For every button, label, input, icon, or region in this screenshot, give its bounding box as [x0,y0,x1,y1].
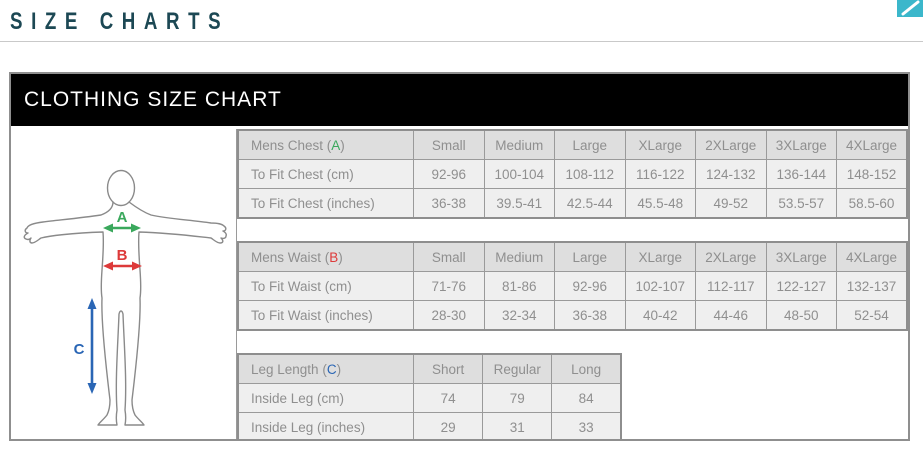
row-label: To Fit Waist (cm) [237,271,414,301]
size-column-header: XLarge [624,129,696,160]
measure-key-letter: A [331,137,341,153]
row-label: To Fit Chest (cm) [237,159,414,189]
size-value: 33 [551,412,622,439]
size-value: 48-50 [765,300,837,331]
table-mens-waist: Mens Waist (B) Small Medium Large XLarge 2XLa… [237,241,908,331]
size-value: 132-137 [836,271,908,301]
size-value: 58.5-60 [836,188,908,219]
table-row: To Fit Chest (inches) 36-38 39.5-41 42.5-44… [237,188,908,219]
size-value: 108-112 [554,159,626,189]
size-value: 29 [412,412,484,439]
size-column-header: Large [554,241,626,272]
table-gap [237,331,908,353]
corner-arrow-icon[interactable] [897,0,923,17]
size-column-header: Small [413,129,485,160]
size-column-header: 4XLarge [836,241,908,272]
size-value: 148-152 [836,159,908,189]
size-value: 32-34 [483,300,555,331]
size-value: 124-132 [695,159,767,189]
size-column-header: 4XLarge [836,129,908,160]
panel-header-label: CLOTHING SIZE CHART [24,88,282,111]
corner-arrow-glyph [901,0,920,16]
title-divider [0,41,923,42]
size-column-header: Large [554,129,626,160]
row-label: Inside Leg (inches) [237,412,414,439]
size-value: 74 [412,383,484,413]
size-value: 92-96 [554,271,626,301]
size-value: 44-46 [695,300,767,331]
row-label: Inside Leg (cm) [237,383,414,413]
figure-head [106,169,136,207]
size-column-header: XLarge [624,241,696,272]
size-value: 136-144 [765,159,837,189]
table-gap [237,219,908,241]
size-value: 116-122 [624,159,696,189]
size-value: 28-30 [413,300,485,331]
panel-header: CLOTHING SIZE CHART [11,74,908,126]
measure-key-letter: C [326,361,337,377]
size-value: 102-107 [624,271,696,301]
size-tables: Mens Chest (A) Small Medium Large XLarge 2XLa… [236,129,908,439]
row-label: To Fit Waist (inches) [237,300,414,331]
size-value: 112-117 [695,271,767,301]
leg-label: C [74,341,85,358]
size-column-header: Medium [483,241,555,272]
table-title: Mens Waist (B) [237,241,414,272]
chest-measure-arrow: A [103,209,141,233]
size-value: 42.5-44 [554,188,626,219]
size-value: 81-86 [483,271,555,301]
waist-label: B [117,247,128,264]
table-row: Inside Leg (cm) 74 79 84 [237,383,622,413]
size-column-header: Medium [483,129,555,160]
table-header-row: Leg Length (C) Short Regular Long [237,353,622,384]
table-mens-chest: Mens Chest (A) Small Medium Large XLarge 2XLa… [237,129,908,219]
figure-body-outline [23,201,227,426]
size-column-header: 3XLarge [765,129,837,160]
size-value: 122-127 [765,271,837,301]
table-row: Inside Leg (inches) 29 31 33 [237,412,622,439]
leg-measure-arrow: C [74,298,97,394]
table-header-row: Mens Waist (B) Small Medium Large XLarge 2XLa… [237,241,908,272]
size-column-header: Short [412,353,484,384]
size-value: 92-96 [413,159,485,189]
table-header-row: Mens Chest (A) Small Medium Large XLarge 2XLa… [237,129,908,160]
table-title: Mens Chest (A) [237,129,414,160]
size-value: 36-38 [413,188,485,219]
size-value: 39.5-41 [483,188,555,219]
waist-measure-arrow: B [103,247,142,271]
size-value: 79 [482,383,553,413]
table-row: To Fit Chest (cm) 92-96 100-104 108-112 116-… [237,159,908,189]
size-column-header: 2XLarge [695,129,767,160]
row-label: To Fit Chest (inches) [237,188,414,219]
clothing-size-chart-panel: CLOTHING SIZE CHART A B C [9,72,910,441]
size-value: 53.5-57 [765,188,837,219]
size-column-header: Regular [482,353,553,384]
table-row: To Fit Waist (cm) 71-76 81-86 92-96 102-107 1… [237,271,908,301]
size-column-header: 2XLarge [695,241,767,272]
size-value: 100-104 [483,159,555,189]
measure-key-letter: B [329,249,339,265]
size-value: 84 [551,383,622,413]
size-column-header: 3XLarge [765,241,837,272]
body-figure-svg: A B C [23,169,227,426]
size-value: 71-76 [413,271,485,301]
page-title: SIZE CHARTS [10,8,230,35]
chest-label: A [117,209,128,226]
size-value: 52-54 [836,300,908,331]
size-value: 40-42 [624,300,696,331]
body-measurement-diagram: A B C [21,132,231,435]
size-value: 45.5-48 [624,188,696,219]
size-value: 31 [482,412,553,439]
size-column-header: Long [551,353,622,384]
size-column-header: Small [413,241,485,272]
table-title: Leg Length (C) [237,353,414,384]
table-leg-length: Leg Length (C) Short Regular Long Inside Leg… [237,353,622,439]
size-value: 36-38 [554,300,626,331]
table-row: To Fit Waist (inches) 28-30 32-34 36-38 40-4… [237,300,908,331]
size-value: 49-52 [695,188,767,219]
